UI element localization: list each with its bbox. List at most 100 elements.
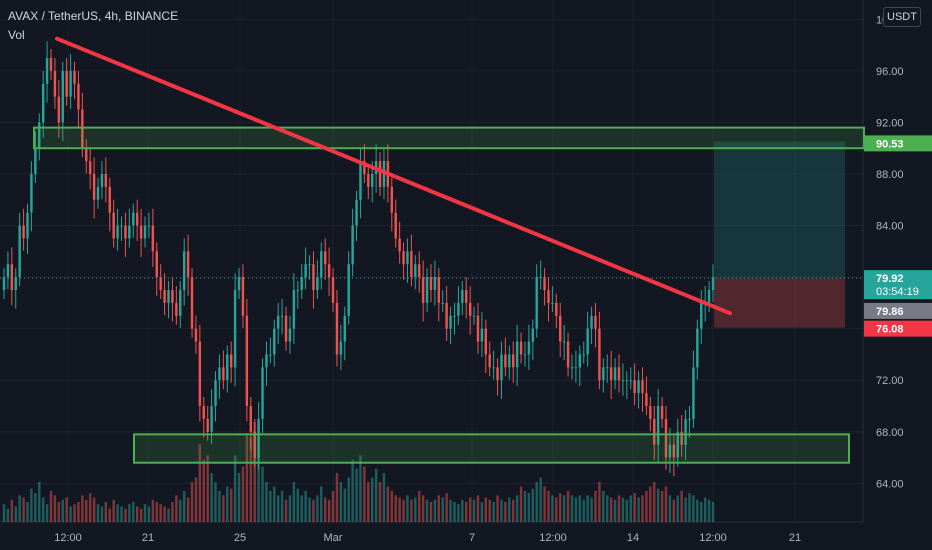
volume-bar [496,495,499,522]
volume-bar [633,493,636,522]
candle-body [237,277,241,290]
candle-body [81,109,84,149]
volume-bar [355,468,358,522]
volume-bar [335,473,339,522]
candle-body [465,290,468,303]
candle-body [684,418,687,445]
candle-body [488,354,491,368]
candle-body [335,302,339,355]
candle-body [394,212,397,239]
volume-bar [656,488,660,522]
volume-bar [441,497,444,522]
candle-body [500,354,503,381]
candle-body [65,70,68,97]
stop-price-label: 79.86 [876,306,904,318]
volume-bar [2,504,6,522]
candle-body [680,431,683,445]
candle-body [551,302,554,304]
volume-bar [280,490,284,522]
volume-bar [512,499,515,522]
x-tick-label: 21 [789,532,801,544]
volume-bar [45,504,49,522]
candle-body [402,251,405,265]
candle-body [261,367,264,419]
volume-bar [692,495,695,522]
x-tick-label: 12:00 [54,532,82,544]
candle-body [617,367,621,381]
volume-bar [461,499,464,522]
stop-loss-label: 76.08 [876,324,904,336]
candle-body [18,225,21,278]
volume-bar [190,482,194,522]
volume-bar [292,482,296,522]
volume-bar [555,497,558,522]
volume-bar [30,488,33,522]
candle-body [175,302,178,316]
candle-body [257,418,260,458]
candle-body [688,418,691,420]
volume-bar [688,493,691,522]
candle-body [73,70,76,84]
candle-body [472,315,476,317]
volume-bar [566,490,570,522]
x-tick-label: 25 [234,532,246,544]
volume-bar [617,495,621,522]
candle-body [637,380,640,394]
volume-bar [707,499,711,522]
candle-body [100,174,104,187]
volume-bar [182,490,186,522]
candle-body [621,380,625,382]
volume-bar [351,459,354,522]
candle-body [198,341,202,406]
volume-bar [402,499,405,522]
candle-body [186,251,190,278]
candle-body [300,277,303,290]
candle-body [339,341,343,355]
candle-body [586,328,589,355]
volume-bar [18,495,21,522]
volume-bar [347,477,350,522]
volume-bar [57,502,61,522]
candle-body [543,277,546,290]
volume-bar [547,490,550,522]
y-tick-label: 92.00 [876,117,904,129]
candle-body [323,251,327,265]
candle-body [633,380,636,394]
x-tick-label: 21 [142,532,154,544]
volume-bar [625,499,629,522]
candle-body [229,354,233,368]
candle-body [226,354,229,381]
volume-bar [10,499,14,522]
volume-bar [676,495,679,522]
candle-body [179,290,182,316]
volume-bar [38,482,41,522]
candle-body [171,290,174,303]
volume-bar [198,444,202,522]
volume-bar [406,495,409,522]
candle-body [151,225,155,252]
currency-button[interactable]: USDT [883,7,921,27]
candle-body [30,174,33,213]
candle-body [480,328,484,342]
support-resistance-zone [33,126,865,150]
volume-bar [124,508,127,522]
candle-body [61,70,64,123]
volume-bar [570,495,574,522]
candle-body [668,444,672,458]
volume-bar [578,495,582,522]
volume-bar [386,486,390,522]
candle-body [49,58,53,71]
candle-body [692,367,695,419]
volume-bar [85,499,88,522]
candle-body [363,161,366,174]
volume-bar [151,499,155,522]
volume-bar [574,497,578,522]
candle-body [26,212,29,239]
volume-bar [206,455,209,522]
volume-bar [602,490,605,522]
candle-body [280,315,284,317]
candle-body [190,277,194,329]
candle-body [194,328,198,342]
volume-bar [14,506,17,522]
